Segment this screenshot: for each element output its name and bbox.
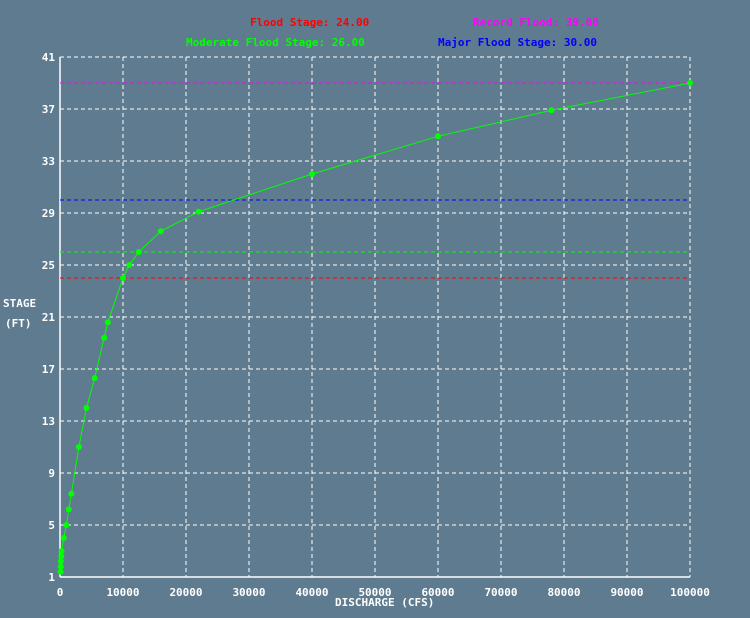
- y-tick-label: 29: [42, 207, 55, 220]
- legend-record-flood: Record Flood: 39.00: [473, 16, 599, 29]
- x-tick-label: 100000: [670, 586, 710, 599]
- data-point: [63, 522, 70, 528]
- y-tick-label: 33: [42, 155, 55, 168]
- data-point: [58, 548, 65, 554]
- x-tick-label: 70000: [484, 586, 517, 599]
- data-point: [57, 558, 64, 565]
- y-tick-label: 21: [42, 311, 56, 324]
- data-point: [126, 262, 133, 268]
- data-point: [120, 275, 126, 281]
- x-tick-label: 60000: [421, 586, 454, 599]
- data-point: [687, 80, 693, 86]
- data-point: [60, 535, 67, 541]
- x-tick-label: 50000: [358, 586, 391, 599]
- data-point: [75, 444, 82, 450]
- data-point: [104, 319, 111, 326]
- y-tick-label: 13: [42, 415, 55, 428]
- x-axis-label: DISCHARGE (CFS): [335, 596, 435, 609]
- y-axis-label-line1: STAGE: [3, 297, 37, 310]
- x-tick-label: 40000: [295, 586, 328, 599]
- x-tick-label: 30000: [232, 586, 265, 599]
- x-tick-label: 0: [57, 586, 64, 599]
- data-point: [101, 334, 108, 341]
- y-tick-label: 1: [48, 571, 55, 584]
- y-tick-label: 17: [42, 363, 55, 376]
- y-tick-label: 9: [48, 467, 55, 480]
- data-point: [65, 506, 72, 513]
- legend-moderate-flood-stage: Moderate Flood Stage: 26.00: [186, 36, 365, 49]
- data-point: [435, 133, 441, 140]
- data-point: [548, 107, 555, 114]
- y-tick-label: 25: [42, 259, 55, 272]
- data-point: [83, 405, 90, 411]
- x-tick-label: 80000: [547, 586, 580, 599]
- x-tick-label: 20000: [169, 586, 202, 599]
- data-point: [135, 249, 142, 255]
- x-tick-label: 10000: [106, 586, 139, 599]
- y-tick-label: 41: [42, 51, 56, 64]
- data-point: [91, 375, 98, 382]
- legend-flood-stage: Flood Stage: 24.00: [250, 16, 370, 29]
- x-tick-label: 90000: [610, 586, 643, 599]
- data-point: [57, 563, 64, 570]
- data-point: [58, 553, 65, 560]
- data-point: [68, 490, 75, 497]
- legend-major-flood-stage: Major Flood Stage: 30.00: [438, 36, 597, 49]
- y-axis-label-line2: (FT): [5, 317, 32, 330]
- data-point: [57, 568, 64, 575]
- data-point: [157, 228, 164, 235]
- data-point: [195, 208, 202, 215]
- y-tick-label: 37: [42, 103, 55, 116]
- y-tick-label: 5: [48, 519, 55, 532]
- data-point: [309, 171, 315, 177]
